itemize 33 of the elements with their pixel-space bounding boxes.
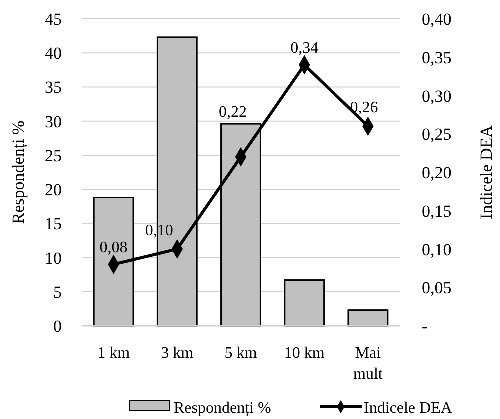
y-tick-label: 35 — [45, 78, 62, 98]
y2-tick-label: 0,15 — [422, 202, 452, 221]
data-label: 0,34 — [290, 40, 319, 58]
y-tick-label: 40 — [45, 44, 62, 64]
y2-tick-label: 0,30 — [422, 86, 452, 106]
y-tick-label: 10 — [45, 248, 62, 268]
y2-tick-label: 0,10 — [422, 240, 452, 260]
y2-tick-label: 0,40 — [422, 10, 452, 29]
y-axis-title: Respondenți % — [9, 120, 28, 224]
data-label: 0,22 — [219, 104, 247, 122]
y2-tick-label: - — [422, 317, 428, 336]
x-tick-label: 1 km — [98, 345, 131, 362]
y-tick-label: 25 — [45, 146, 62, 166]
y-tick-label: 30 — [45, 112, 62, 132]
y-tick-label: 45 — [45, 10, 62, 29]
y-tick-label: 20 — [45, 180, 62, 200]
legend-label: Indicele DEA — [364, 400, 453, 417]
bar — [348, 310, 389, 327]
y2-tick-label: 0,20 — [422, 164, 452, 182]
x-tick-label: 10 km — [284, 345, 326, 362]
y-tick-label: 15 — [45, 214, 62, 234]
x-tick-label: 3 km — [161, 345, 194, 362]
y-tick-label: 5 — [54, 282, 62, 302]
legend-label: Respondenți % — [174, 400, 272, 417]
y2-tick-label: 0,05 — [422, 278, 452, 298]
data-label: 0,08 — [100, 240, 128, 257]
y-tick-label: 0 — [54, 317, 62, 336]
bar — [284, 280, 326, 327]
y2-axis-title: Indicele DEA — [477, 124, 496, 220]
x-tick-label: Mai mult — [354, 345, 384, 383]
y2-tick-label: 0,25 — [422, 125, 452, 144]
x-tick-label: 5 km — [224, 345, 258, 362]
y2-tick-label: 0,35 — [422, 48, 452, 68]
